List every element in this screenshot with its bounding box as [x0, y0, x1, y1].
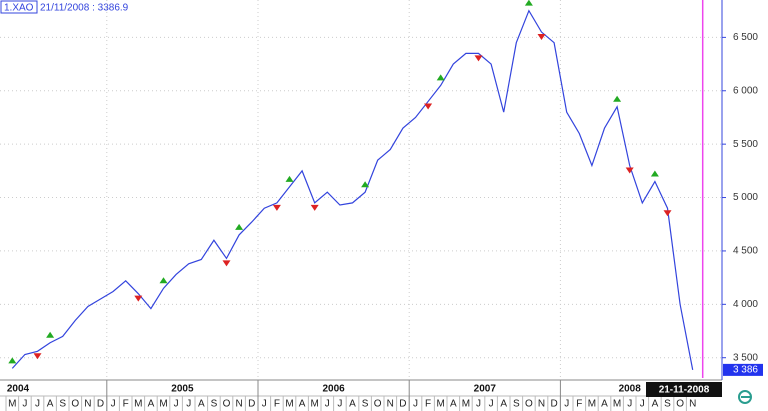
x-tick-label: N	[689, 399, 696, 410]
info: 21/11/2008 : 3386.9	[40, 3, 129, 14]
x-tick-label: S	[513, 399, 520, 410]
x-tick-label: A	[652, 399, 659, 410]
x-tick-label: N	[235, 399, 242, 410]
x-tick-label: S	[664, 399, 671, 410]
x-tick-label: N	[538, 399, 545, 410]
x-tick-label: A	[148, 399, 155, 410]
x-tick-label: J	[35, 399, 40, 410]
x-tick-label: M	[8, 399, 16, 410]
year-label: 2005	[171, 384, 194, 395]
sell-signal	[474, 55, 483, 62]
last-value-box	[723, 363, 763, 376]
year-label: 2007	[474, 384, 497, 395]
x-tick-label: F	[576, 399, 582, 410]
x-tick-label: J	[627, 399, 632, 410]
x-tick-label: M	[437, 399, 445, 410]
x-tick-label: A	[47, 399, 54, 410]
x-tick-label: O	[71, 399, 79, 410]
last-value-label: 3 386	[733, 365, 758, 376]
x-tick-label: A	[500, 399, 507, 410]
x-tick-label: J	[186, 399, 191, 410]
x-tick-label: S	[211, 399, 218, 410]
x-tick-label: S	[362, 399, 369, 410]
x-tick-label: J	[476, 399, 481, 410]
y-tick-label: 4 000	[733, 299, 758, 310]
buy-signal	[613, 95, 622, 102]
x-tick-label: A	[299, 399, 306, 410]
buy-signal	[361, 181, 370, 188]
x-tick-label: D	[97, 399, 104, 410]
x-tick-label: M	[285, 399, 293, 410]
x-tick-label: D	[550, 399, 557, 410]
year-label: 2008	[619, 384, 642, 395]
x-tick-label: J	[111, 399, 116, 410]
x-tick-label: O	[525, 399, 533, 410]
x-tick-label: M	[588, 399, 596, 410]
x-tick-label: J	[564, 399, 569, 410]
x-tick-label: M	[159, 399, 167, 410]
sell-signal	[537, 34, 546, 41]
x-tick-label: A	[198, 399, 205, 410]
x-tick-label: O	[223, 399, 231, 410]
buy-signal	[650, 170, 659, 177]
x-tick-label: D	[248, 399, 255, 410]
sell-signal	[272, 204, 281, 211]
x-tick-label: A	[601, 399, 608, 410]
x-tick-label: F	[274, 399, 280, 410]
x-tick-label: M	[462, 399, 470, 410]
x-tick-label: F	[123, 399, 129, 410]
x-tick-label: O	[374, 399, 382, 410]
price-line	[11, 9, 694, 370]
x-tick-label: N	[84, 399, 91, 410]
y-tick-label: 6 500	[733, 32, 758, 43]
x-tick-label: O	[676, 399, 684, 410]
x-tick-label: D	[399, 399, 406, 410]
x-tick-label: M	[311, 399, 319, 410]
buy-signal	[436, 74, 445, 81]
year-label: 2004	[7, 384, 30, 395]
buy-signal	[8, 357, 17, 364]
sell-signal	[424, 103, 433, 110]
symbol-box	[0, 0, 38, 14]
x-tick-label: N	[387, 399, 394, 410]
x-tick-label: A	[450, 399, 457, 410]
year-label: 2006	[322, 384, 345, 395]
y-tick-label: 5 500	[733, 139, 758, 150]
x-tick-label: A	[349, 399, 356, 410]
x-tick-label: F	[425, 399, 431, 410]
x-tick-label: J	[413, 399, 418, 410]
x-tick-label: J	[337, 399, 342, 410]
cursor-date-box	[646, 382, 722, 397]
cursor-date: 21-11-2008	[659, 385, 710, 396]
y-tick-label: 4 500	[733, 246, 758, 257]
x-tick-label: J	[174, 399, 179, 410]
x-tick-label: J	[640, 399, 645, 410]
x-tick-label: J	[22, 399, 27, 410]
sell-signal	[625, 167, 634, 174]
x-tick-label: M	[613, 399, 621, 410]
x-tick-label: J	[262, 399, 267, 410]
sell-signal	[310, 204, 319, 211]
sell-signal	[33, 353, 42, 360]
x-tick-label: J	[489, 399, 494, 410]
y-tick-label: 6 000	[733, 85, 758, 96]
sell-signal	[222, 260, 231, 267]
x-tick-label: J	[325, 399, 330, 410]
buy-signal	[159, 277, 168, 284]
buy-signal	[235, 223, 244, 230]
x-tick-label: S	[59, 399, 66, 410]
symbol: 1.XAO	[4, 3, 34, 14]
buy-signal	[524, 0, 533, 6]
x-tick-label: M	[134, 399, 142, 410]
buy-signal	[46, 331, 55, 338]
buy-signal	[285, 175, 294, 182]
y-tick-label: 5 000	[733, 192, 758, 203]
sell-signal	[663, 210, 672, 217]
sell-signal	[134, 295, 143, 302]
y-tick-label: 3 500	[733, 352, 758, 363]
